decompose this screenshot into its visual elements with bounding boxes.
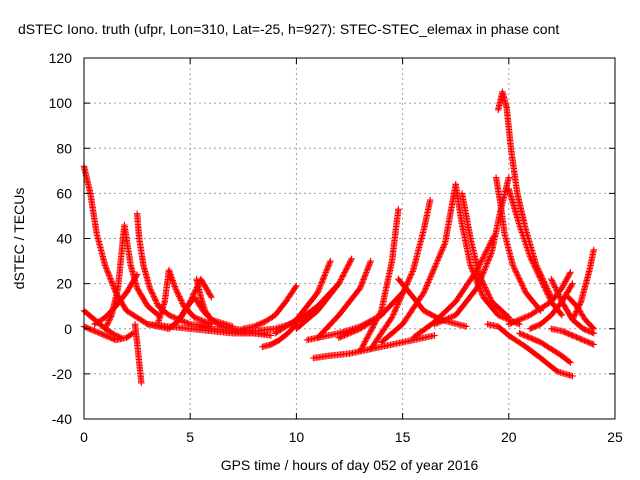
series-19 [314,257,374,341]
series-markers [356,206,402,355]
series-4 [131,321,145,387]
series-markers [378,181,459,346]
series-38 [565,294,597,332]
series-39 [548,325,597,348]
series-34 [516,330,574,366]
grid [84,58,615,419]
series-16 [272,257,334,337]
series-40 [526,280,576,332]
series-markers [314,257,374,341]
axis-tick-labels: 0 5 10 15 20 25 -40 -20 0 20 40 60 80 100 120 [49,50,623,445]
x-axis-label: GPS time / hours of day 052 of year 2016 [221,457,479,473]
series-14 [259,321,300,350]
series-markers [91,271,141,328]
x-tick-label: 0 [80,429,88,445]
series-markers [293,255,355,332]
y-tick-label: 120 [49,50,73,66]
series-markers [495,88,555,301]
series-13 [240,282,300,332]
series-markers [565,294,597,332]
chart-title: dSTEC Iono. truth (ufpr, Lon=310, Lat=-2… [18,21,559,37]
series-33 [484,321,576,380]
y-tick-label: 100 [49,95,73,111]
series-markers [310,332,438,362]
series-7 [155,266,215,328]
series-markers [259,321,300,350]
series-markers [548,325,597,348]
series-25 [378,181,459,346]
y-tick-label: 80 [56,140,72,156]
series-31 [495,88,555,301]
x-tick-label: 25 [607,429,623,445]
series-markers [131,321,145,387]
data-points [80,88,597,387]
series-markers [492,174,544,314]
y-tick-label: -40 [52,411,72,427]
series-markers [484,321,576,380]
series-6 [91,271,141,328]
series-20 [310,332,438,362]
series-markers [155,266,215,328]
y-tick-label: 40 [56,231,72,247]
series-markers [526,280,576,332]
y-tick-label: 0 [64,321,72,337]
axis-ticks [83,57,616,420]
x-tick-label: 5 [186,429,194,445]
x-tick-label: 10 [289,429,305,445]
y-axis-label: dSTEC / TECUs [11,188,27,290]
series-markers [505,185,566,319]
series-markers [240,282,300,332]
series-21 [356,206,402,355]
y-tick-label: -20 [52,366,72,382]
series-markers [335,289,406,341]
x-tick-label: 15 [395,429,411,445]
y-tick-label: 60 [56,185,72,201]
series-markers [516,330,574,366]
series-32 [505,185,566,319]
series-23 [335,289,406,341]
x-tick-label: 20 [501,429,517,445]
series-markers [272,257,334,337]
y-tick-label: 20 [56,276,72,292]
series-17 [293,255,355,332]
series-30 [492,174,544,314]
